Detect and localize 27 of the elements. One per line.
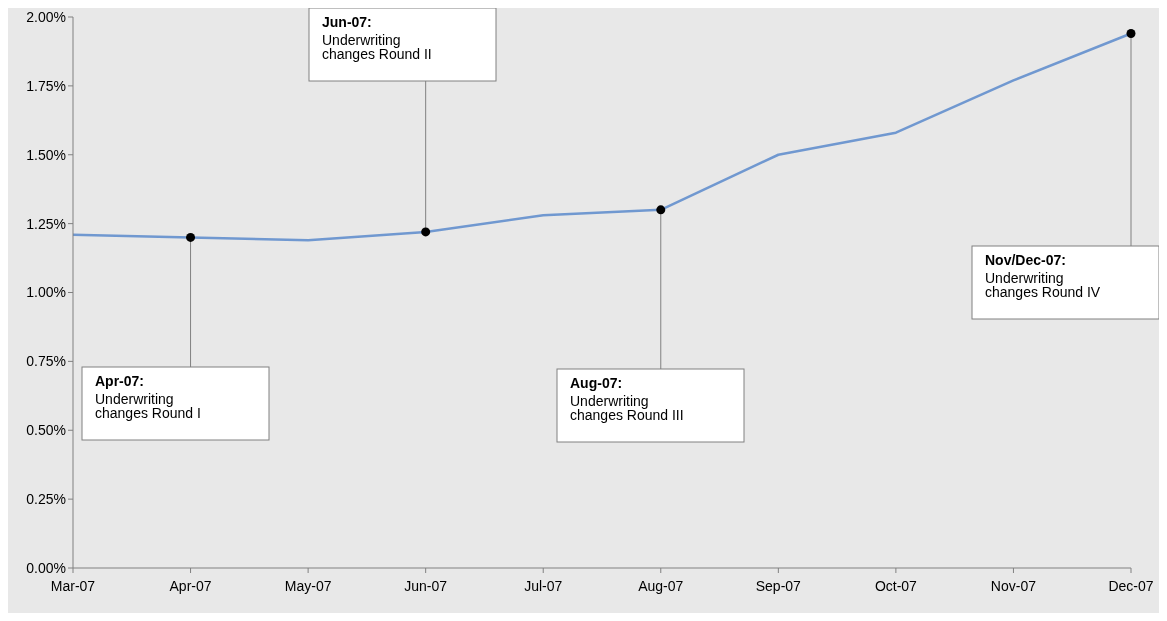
callout-box: Jun-07: Underwriting changes Round II [308,8,497,82]
callout-box: Apr-07: Underwriting changes Round I [81,366,270,441]
y-tick-label: 0.25% [26,491,66,508]
x-tick-label: Jul-07 [524,577,563,594]
x-tick-label: Aug-07 [638,577,684,594]
y-tick-label: 2.00% [26,8,66,25]
x-tick-label: Apr-07 [169,577,212,594]
x-tick-label: Jun-07 [404,577,448,594]
y-tick-label: 0.75% [26,353,66,370]
y-tick-label: 1.75% [26,77,66,94]
x-tick-label: Mar-07 [50,577,96,594]
annotation: Apr-07: Underwriting changes Round I [95,373,201,421]
callout-box: Aug-07: Underwriting changes Round III [556,368,745,443]
y-tick-label: 0.50% [26,422,66,439]
x-tick-label: Sep-07 [755,577,802,594]
annotation: Aug-07: Underwriting changes Round III [570,375,684,423]
y-tick-label: 1.25% [26,215,66,232]
x-tick-label: Oct-07 [874,577,918,594]
annotation: Nov/Dec-07: Underwriting changes Round IV [985,252,1101,300]
y-tick-label: 1.00% [26,284,66,301]
y-tick-label: 0.00% [26,559,66,576]
y-tick-label: 1.50% [26,146,66,163]
callout-box: Nov/Dec-07: Underwriting changes Round IV [971,245,1159,320]
x-tick-label: May-07 [284,577,332,594]
x-tick-label: Dec-07 [1108,577,1154,594]
x-tick-label: Nov-07 [990,577,1037,594]
annotation: Jun-07: Underwriting changes Round II [322,14,432,62]
